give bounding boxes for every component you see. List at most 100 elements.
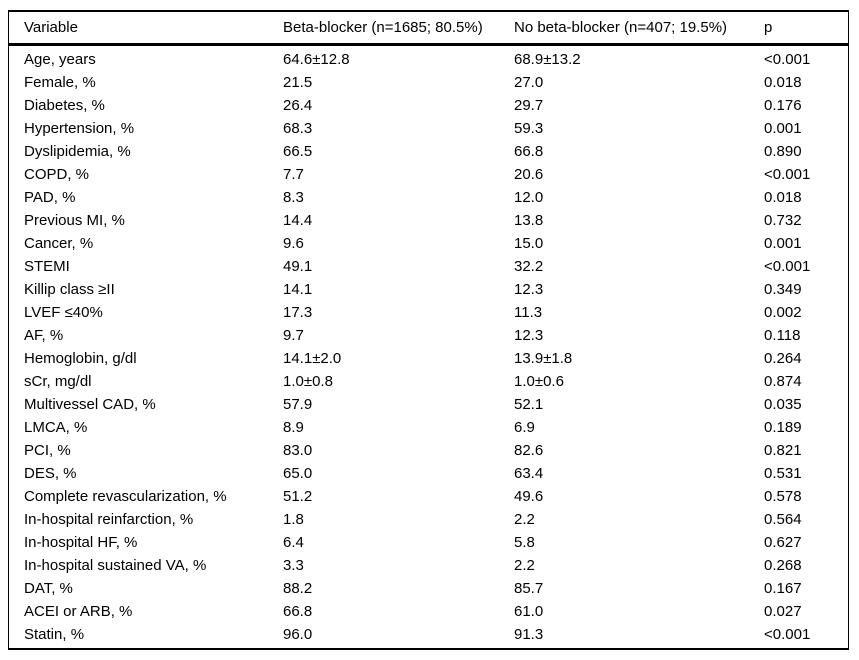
table-row: Statin, % 96.0 91.3 <0.001 [9, 623, 848, 648]
table-row: DES, % 65.0 63.4 0.531 [9, 462, 848, 485]
cell-no-beta-blocker: 82.6 [514, 442, 544, 459]
table-row: COPD, % 7.7 20.6 <0.001 [9, 163, 848, 186]
cell-p-value: 0.189 [764, 419, 802, 436]
cell-no-beta-blocker: 29.7 [514, 97, 544, 114]
cell-p-value: 0.018 [764, 74, 802, 91]
cell-beta-blocker: 7.7 [283, 166, 304, 183]
cell-p-value: 0.018 [764, 189, 802, 206]
cell-no-beta-blocker: 6.9 [514, 419, 535, 436]
cell-variable: Dyslipidemia, % [24, 143, 131, 160]
cell-variable: COPD, % [24, 166, 90, 183]
cell-no-beta-blocker: 13.9±1.8 [514, 350, 573, 367]
table-header: Variable Beta-blocker (n=1685; 80.5%) No… [9, 12, 848, 46]
table-row: Cancer, % 9.6 15.0 0.001 [9, 232, 848, 255]
cell-beta-blocker: 88.2 [283, 580, 313, 597]
cell-beta-blocker: 8.9 [283, 419, 304, 436]
cell-variable: Hypertension, % [24, 120, 135, 137]
cell-beta-blocker: 26.4 [283, 97, 313, 114]
cell-variable: In-hospital reinfarction, % [24, 511, 194, 528]
cell-beta-blocker: 49.1 [283, 258, 313, 275]
cell-no-beta-blocker: 59.3 [514, 120, 544, 137]
cell-beta-blocker: 21.5 [283, 74, 313, 91]
cell-variable: PCI, % [24, 442, 71, 459]
table-row: PCI, % 83.0 82.6 0.821 [9, 439, 848, 462]
cell-p-value: 0.118 [764, 327, 801, 344]
cell-variable: DAT, % [24, 580, 73, 597]
cell-no-beta-blocker: 85.7 [514, 580, 544, 597]
cell-beta-blocker: 64.6±12.8 [283, 51, 350, 68]
cell-no-beta-blocker: 2.2 [514, 557, 535, 574]
cell-beta-blocker: 1.8 [283, 511, 304, 528]
cell-variable: ACEI or ARB, % [24, 603, 133, 620]
cell-no-beta-blocker: 52.1 [514, 396, 544, 413]
table-row: ACEI or ARB, % 66.8 61.0 0.027 [9, 600, 848, 623]
cell-p-value: 0.268 [764, 557, 802, 574]
cell-beta-blocker: 14.4 [283, 212, 313, 229]
cell-variable: In-hospital HF, % [24, 534, 138, 551]
cell-p-value: <0.001 [764, 166, 811, 183]
cell-p-value: 0.578 [764, 488, 802, 505]
cell-p-value: 0.167 [764, 580, 802, 597]
cell-beta-blocker: 96.0 [283, 626, 313, 643]
table-row: Hypertension, % 68.3 59.3 0.001 [9, 117, 848, 140]
cell-no-beta-blocker: 12.3 [514, 281, 544, 298]
cell-no-beta-blocker: 27.0 [514, 74, 544, 91]
cell-p-value: 0.890 [764, 143, 802, 160]
cell-beta-blocker: 83.0 [283, 442, 313, 459]
cell-variable: Killip class ≥II [24, 281, 115, 298]
cell-p-value: <0.001 [764, 258, 811, 275]
cell-no-beta-blocker: 15.0 [514, 235, 544, 252]
column-header-no-beta-blocker: No beta-blocker (n=407; 19.5%) [514, 12, 764, 46]
table-row: Complete revascularization, % 51.2 49.6 0.5… [9, 485, 848, 508]
cell-variable: Statin, % [24, 626, 85, 643]
cell-no-beta-blocker: 61.0 [514, 603, 544, 620]
cell-p-value: 0.732 [764, 212, 802, 229]
column-header-variable: Variable [9, 12, 283, 46]
cell-p-value: <0.001 [764, 51, 811, 68]
comparison-table: Variable Beta-blocker (n=1685; 80.5%) No… [9, 12, 848, 648]
cell-beta-blocker: 65.0 [283, 465, 313, 482]
cell-p-value: 0.001 [764, 235, 802, 252]
cell-variable: LVEF ≤40% [24, 304, 103, 321]
cell-p-value: 0.264 [764, 350, 802, 367]
cell-no-beta-blocker: 68.9±13.2 [514, 51, 581, 68]
cell-variable: Previous MI, % [24, 212, 125, 229]
cell-p-value: 0.349 [764, 281, 802, 298]
cell-beta-blocker: 9.7 [283, 327, 304, 344]
table-body: Age, years 64.6±12.8 68.9±13.2 <0.001 Female… [9, 45, 848, 649]
cell-p-value: 0.027 [764, 603, 802, 620]
table-row: DAT, % 88.2 85.7 0.167 [9, 577, 848, 600]
cell-variable: LMCA, % [24, 419, 88, 436]
table-row: Diabetes, % 26.4 29.7 0.176 [9, 94, 848, 117]
cell-p-value: 0.627 [764, 534, 802, 551]
cell-no-beta-blocker: 11.3 [514, 304, 543, 321]
cell-no-beta-blocker: 2.2 [514, 511, 535, 528]
cell-variable: Age, years [24, 51, 96, 68]
table-row: Multivessel CAD, % 57.9 52.1 0.035 [9, 393, 848, 416]
cell-no-beta-blocker: 12.0 [514, 189, 544, 206]
cell-beta-blocker: 57.9 [283, 396, 313, 413]
cell-no-beta-blocker: 5.8 [514, 534, 535, 551]
cell-no-beta-blocker: 20.6 [514, 166, 544, 183]
cell-beta-blocker: 66.8 [283, 603, 313, 620]
table-row: sCr, mg/dl 1.0±0.8 1.0±0.6 0.874 [9, 370, 848, 393]
table-row: In-hospital reinfarction, % 1.8 2.2 0.564 [9, 508, 848, 531]
cell-beta-blocker: 8.3 [283, 189, 304, 206]
column-header-beta-blocker: Beta-blocker (n=1685; 80.5%) [283, 12, 514, 46]
cell-beta-blocker: 66.5 [283, 143, 313, 160]
cell-no-beta-blocker: 66.8 [514, 143, 544, 160]
cell-no-beta-blocker: 1.0±0.6 [514, 373, 564, 390]
table-row: Previous MI, % 14.4 13.8 0.732 [9, 209, 848, 232]
cell-p-value: 0.564 [764, 511, 802, 528]
table-row: In-hospital HF, % 6.4 5.8 0.627 [9, 531, 848, 554]
table-row: Dyslipidemia, % 66.5 66.8 0.890 [9, 140, 848, 163]
table-row: Age, years 64.6±12.8 68.9±13.2 <0.001 [9, 45, 848, 72]
cell-beta-blocker: 17.3 [283, 304, 313, 321]
cell-variable: Cancer, % [24, 235, 94, 252]
table-row: Hemoglobin, g/dl 14.1±2.0 13.9±1.8 0.264 [9, 347, 848, 370]
table-row: LVEF ≤40% 17.3 11.3 0.002 [9, 301, 848, 324]
header-row: Variable Beta-blocker (n=1685; 80.5%) No… [9, 12, 848, 46]
column-header-p-value: p [764, 12, 848, 46]
cell-variable: Hemoglobin, g/dl [24, 350, 137, 367]
cell-no-beta-blocker: 91.3 [514, 626, 544, 643]
